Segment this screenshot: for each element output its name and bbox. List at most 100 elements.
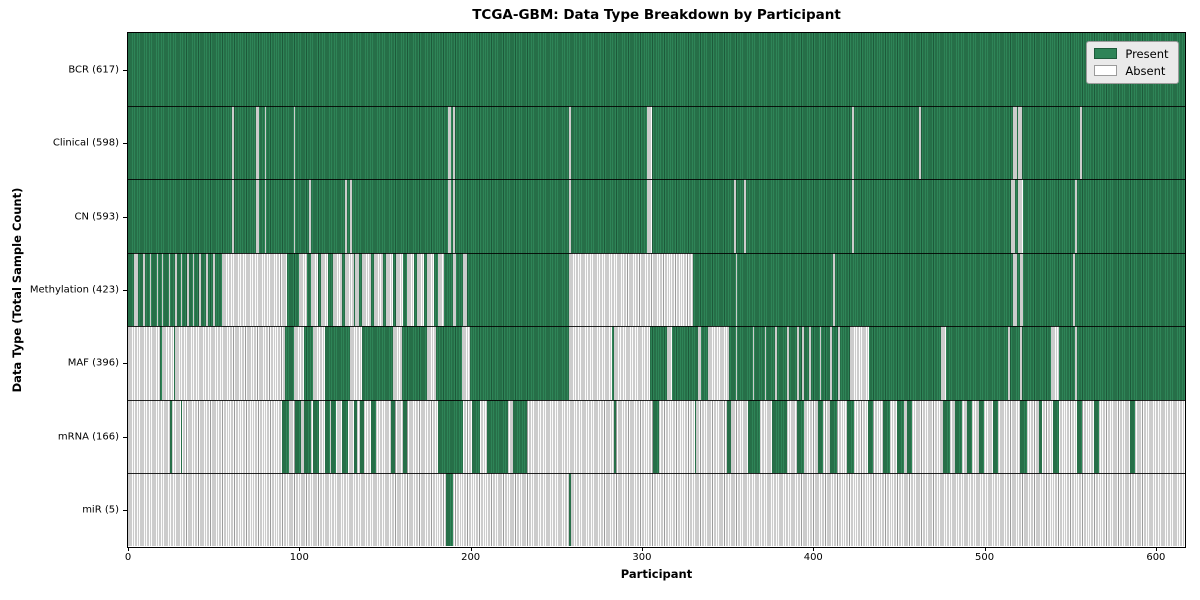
heatmap-run: [213, 252, 215, 327]
heatmap-run: [345, 252, 354, 327]
heatmap-run: [447, 179, 452, 253]
heatmap-run: [437, 252, 445, 327]
heatmap-run: [187, 252, 190, 327]
heatmap-run: [1038, 399, 1043, 474]
heatmap-run: [324, 399, 330, 474]
heatmap-run: [391, 399, 395, 474]
heatmap-run: [809, 326, 812, 400]
heatmap-run: [569, 473, 572, 547]
heatmap-run: [345, 179, 347, 253]
y-tick-label: CN (593): [74, 211, 119, 223]
heatmap-run: [850, 326, 870, 400]
heatmap-run: [1018, 179, 1024, 253]
heatmap-run: [406, 252, 414, 327]
heatmap-run: [966, 399, 973, 474]
y-tick-label: Clinical (598): [52, 137, 119, 149]
y-tick: [122, 363, 127, 365]
heatmap-run: [697, 326, 702, 400]
x-tick: [128, 547, 129, 551]
heatmap-row-maf: [127, 326, 1185, 400]
heatmap-run: [427, 252, 435, 327]
x-tick: [813, 547, 815, 551]
heatmap-run: [896, 399, 904, 474]
x-tick: [299, 547, 301, 551]
legend: Present Absent: [1086, 40, 1179, 84]
x-tick-label: 300: [632, 552, 652, 563]
legend-item-present: Present: [1094, 48, 1169, 60]
heatmap-run: [744, 179, 746, 253]
y-tick: [122, 290, 127, 291]
heatmap-run: [168, 252, 171, 327]
heatmap-run: [978, 399, 985, 474]
heatmap-run: [569, 105, 572, 180]
y-tick-label: Methylation (423): [29, 284, 119, 296]
heatmap-run: [393, 326, 402, 400]
heatmap-run: [847, 399, 854, 474]
heatmap-run: [206, 252, 208, 327]
heatmap-run: [764, 326, 767, 400]
heatmap-run: [360, 399, 364, 474]
heatmap-run: [362, 252, 371, 327]
x-tick-label: 400: [803, 552, 823, 563]
heatmap-run: [1093, 399, 1099, 474]
row-separator: [127, 252, 1185, 254]
heatmap-run: [752, 326, 755, 400]
heatmap-run: [199, 252, 202, 327]
heatmap-run: [471, 399, 481, 474]
heatmap-run: [127, 326, 161, 400]
row-separator: [127, 473, 1185, 475]
row-separator: [127, 326, 1185, 328]
heatmap-run: [180, 399, 183, 474]
heatmap-run: [170, 399, 173, 474]
heatmap-run: [867, 399, 873, 474]
x-tick: [1155, 547, 1157, 551]
heatmap-run: [293, 179, 296, 253]
heatmap-run: [161, 252, 164, 327]
heatmap-run: [180, 252, 183, 327]
heatmap-run: [646, 105, 652, 180]
heatmap-run: [829, 326, 832, 400]
heatmap-run: [1020, 399, 1027, 474]
present-swatch-icon: [1094, 48, 1118, 59]
heatmap-run: [1076, 399, 1082, 474]
heatmap-run: [797, 399, 805, 474]
heatmap-run: [817, 399, 824, 474]
heatmap-run: [427, 326, 436, 400]
heatmap-run: [569, 252, 693, 327]
y-tick-label: BCR (617): [68, 64, 119, 76]
heatmap-run: [829, 399, 837, 474]
heatmap-run: [403, 399, 407, 474]
heatmap-run: [452, 179, 455, 253]
heatmap-run: [134, 252, 138, 327]
heatmap-run: [321, 252, 328, 327]
y-tick: [122, 216, 127, 218]
heatmap-run: [331, 399, 337, 474]
heatmap-run: [312, 326, 325, 400]
heatmap-run: [192, 252, 195, 327]
heatmap-run: [264, 179, 267, 253]
heatmap-run: [281, 399, 289, 474]
heatmap-run: [142, 252, 145, 327]
heatmap-run: [1020, 252, 1024, 327]
heatmap-run: [954, 399, 962, 474]
heatmap-run: [1050, 326, 1060, 400]
heatmap-run: [942, 399, 950, 474]
heatmap-run: [614, 399, 616, 474]
heatmap-run: [232, 105, 234, 180]
heatmap-run: [452, 105, 455, 180]
heatmap-run: [1013, 252, 1017, 327]
heatmap-run: [447, 105, 452, 180]
x-axis-label: Participant: [620, 567, 693, 581]
heatmap-run: [452, 252, 457, 327]
heatmap-run: [727, 399, 731, 474]
heatmap-run: [797, 326, 800, 400]
plot-area: Present Absent: [126, 31, 1186, 548]
y-tick: [122, 143, 127, 145]
heatmap-run: [1020, 326, 1022, 400]
heatmap-run: [298, 252, 308, 327]
x-tick-label: 200: [461, 552, 481, 563]
heatmap-row-clinical: [127, 105, 1185, 180]
heatmap-run: [370, 399, 376, 474]
heatmap-run: [735, 326, 738, 400]
